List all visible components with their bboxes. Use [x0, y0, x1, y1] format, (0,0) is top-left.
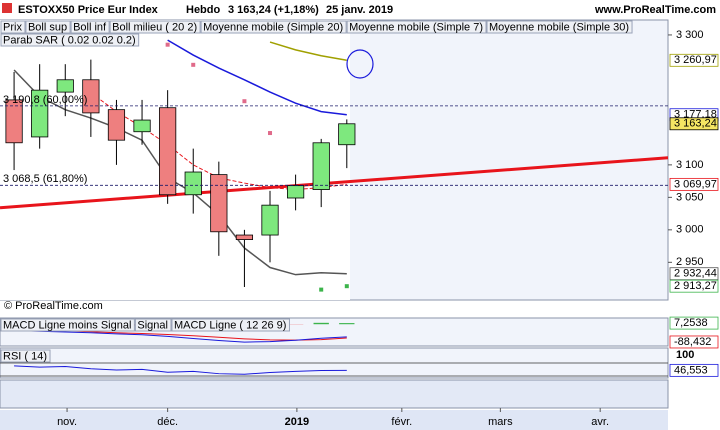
legend-box: [0, 349, 51, 363]
macd-line: [14, 329, 347, 343]
legend-box: [200, 20, 347, 34]
sar-dot: [165, 42, 170, 47]
sar-dot: [242, 99, 247, 104]
logo: [2, 3, 12, 13]
price-tag-label: -88,432: [674, 336, 711, 348]
price-tag-label: 3 163,24: [674, 118, 717, 130]
candle-body: [56, 79, 74, 93]
legend-box: [346, 20, 487, 34]
header-site: www.ProRealTime.com: [594, 4, 716, 16]
y-tick-label: 3 100: [676, 159, 704, 171]
price-tag: [669, 316, 719, 330]
x-axis-band: [0, 410, 668, 430]
rsi-line: [14, 365, 347, 375]
copyright: © ProRealTime.com: [4, 300, 103, 312]
candle-body: [312, 142, 330, 190]
legend-label: Moyenne mobile (Simple 20): [203, 21, 343, 33]
sar-dot: [191, 62, 196, 67]
sar-dot: [268, 131, 273, 136]
price-tag-label: 3 260,97: [674, 54, 717, 66]
legend-label: Moyenne mobile (Simple 7): [349, 21, 483, 33]
candle-body: [31, 89, 49, 138]
x-tick-label: févr.: [391, 416, 412, 428]
legend-box: [0, 20, 26, 34]
rsi-tick-label: 100: [676, 349, 694, 361]
legend-label: Parab SAR ( 0.02 0.02 0.2): [3, 34, 136, 46]
price-tag-label: 46,553: [674, 364, 708, 376]
legend-label: Prix: [3, 21, 22, 33]
candle-body: [338, 123, 356, 146]
legend-box: [134, 318, 172, 332]
x-tick-label: nov.: [57, 416, 77, 428]
trendline: [0, 156, 668, 210]
x-tick-label: 2019: [285, 416, 309, 428]
series-line: [269, 41, 347, 62]
sar-dot: [319, 287, 324, 292]
x-tick-label: mars: [488, 416, 513, 428]
header-title: ESTOXX50 Price Eur Index: [18, 4, 159, 16]
annotation-circle: [346, 49, 374, 79]
legend-box: [25, 20, 71, 34]
price-tag-label: 3 069,97: [674, 178, 717, 190]
legend-label: Signal: [137, 319, 168, 331]
level-label: 3 068,5 (61,80%): [3, 173, 87, 185]
price-tag-label: 2 913,27: [674, 280, 717, 292]
price-tag: [669, 267, 719, 281]
price-tag: [669, 117, 719, 131]
sar-dot: [344, 284, 349, 289]
legend-label: Boll milieu ( 20 2): [112, 21, 197, 33]
legend-box: [70, 20, 110, 34]
macd-bar: [313, 322, 329, 325]
price-tag-label: 2 932,44: [674, 268, 717, 280]
legend-label: Boll sup: [28, 21, 67, 33]
candle-body: [133, 119, 151, 133]
level-label: 3 190,8 (60,00%): [3, 94, 87, 106]
price-tag: [669, 177, 719, 191]
x-tick-label: avr.: [591, 416, 609, 428]
header-date: 25 janv. 2019: [326, 4, 393, 16]
candle-body: [159, 107, 177, 196]
legend-label: MACD Ligne ( 12 26 9): [174, 319, 287, 331]
price-tag: [669, 335, 719, 349]
y-tick-label: 2 950: [676, 256, 704, 268]
candle-body: [5, 99, 23, 144]
x-tick-label: déc.: [157, 416, 178, 428]
candle-body: [261, 204, 279, 236]
legend-box: [109, 20, 201, 34]
candle-body: [82, 79, 100, 114]
legend-box: [486, 20, 633, 34]
empty-panel: [0, 379, 669, 409]
price-tag: [669, 363, 719, 377]
y-tick-label: 3 050: [676, 191, 704, 203]
macd-bar: [339, 323, 355, 325]
series-line: [167, 39, 347, 116]
header-period: Hebdo: [186, 4, 221, 16]
price-tag: [669, 279, 719, 293]
legend-label: MACD Ligne moins Signal: [3, 319, 131, 331]
candle-body: [287, 185, 305, 199]
y-tick-label: 3 300: [676, 29, 704, 41]
price-tag-label: 7,2538: [674, 317, 708, 329]
price-tag: [669, 53, 719, 67]
legend-box: [171, 318, 290, 332]
legend-label: RSI ( 14): [3, 350, 47, 362]
legend-box: [0, 33, 140, 47]
candle-body: [210, 174, 228, 233]
candle-body: [184, 171, 202, 196]
legend-label: Moyenne mobile (Simple 30): [489, 21, 629, 33]
candle-body: [107, 109, 126, 141]
y-tick-label: 3 000: [676, 224, 704, 236]
header-last: 3 163,24 (+1,18%): [228, 4, 319, 16]
candle-body: [235, 234, 254, 240]
legend-label: Boll inf: [73, 21, 107, 33]
legend-box: [0, 318, 135, 332]
